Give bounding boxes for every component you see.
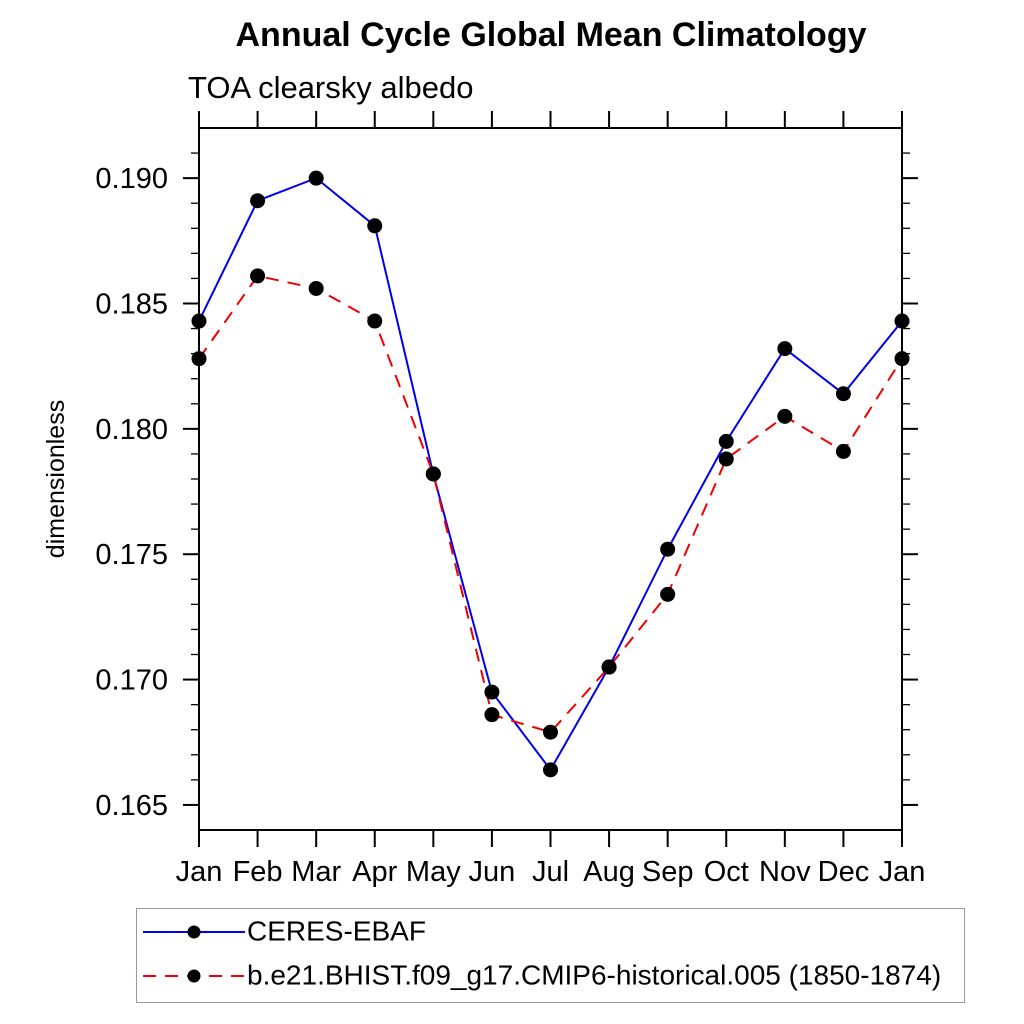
legend-label-1: b.e21.BHIST.f09_g17.CMIP6-historical.005… xyxy=(247,959,942,991)
data-point-marker xyxy=(718,451,734,467)
data-point-marker xyxy=(250,193,266,209)
x-axis-tick-label: Nov xyxy=(759,856,811,888)
series-line-0 xyxy=(198,176,903,772)
data-point-marker xyxy=(484,707,500,723)
legend-line-sample xyxy=(143,925,245,939)
data-point-marker xyxy=(894,313,910,329)
data-point-marker xyxy=(601,659,617,675)
chart-subtitle: TOA clearsky albedo xyxy=(188,70,474,105)
y-axis-tick-label: 0.190 xyxy=(95,163,168,195)
x-axis-tick-label: Sep xyxy=(642,856,694,888)
y-axis-title: dimensionless xyxy=(42,400,70,558)
data-point-marker xyxy=(543,724,558,740)
data-point-marker xyxy=(250,268,266,284)
series-line-1 xyxy=(198,274,903,734)
data-point-marker xyxy=(835,386,851,402)
data-point-marker xyxy=(367,313,383,329)
chart-title: Annual Cycle Global Mean Climatology xyxy=(235,16,867,54)
data-point-marker xyxy=(660,541,676,557)
data-point-marker xyxy=(308,280,324,296)
data-point-marker xyxy=(425,466,441,482)
x-axis-tick-label: Aug xyxy=(583,856,635,888)
y-axis-tick-label: 0.180 xyxy=(95,414,168,446)
data-point-marker xyxy=(835,443,851,459)
x-axis-tick-label: Jun xyxy=(469,856,516,888)
x-axis-tick-label: Dec xyxy=(818,856,870,888)
x-axis-tick-label: May xyxy=(406,856,461,888)
y-axis-tick-label: 0.170 xyxy=(95,665,168,697)
legend-label-0: CERES-EBAF xyxy=(247,915,426,947)
legend-row-1: b.e21.BHIST.f09_g17.CMIP6-historical.005… xyxy=(137,954,964,998)
x-axis-tick-label: Mar xyxy=(291,856,341,888)
y-axis-tick-label: 0.175 xyxy=(95,539,168,571)
x-axis-tick-label: Jul xyxy=(532,856,569,888)
data-point-marker xyxy=(777,341,793,357)
data-point-marker xyxy=(484,684,500,700)
x-axis-tick-label: Feb xyxy=(233,856,283,888)
data-point-marker xyxy=(191,351,207,367)
legend-box: CERES-EBAF b.e21.BHIST.f09_g17.CMIP6-hist… xyxy=(136,908,965,1003)
data-point-marker xyxy=(894,351,910,367)
data-point-marker xyxy=(308,170,324,186)
legend-row-0: CERES-EBAF xyxy=(137,910,964,954)
data-point-marker xyxy=(777,408,793,424)
data-point-marker xyxy=(367,218,383,234)
legend-sample-marker xyxy=(187,925,201,939)
y-axis-tick-label: 0.185 xyxy=(95,289,168,321)
y-axis-tick-label: 0.165 xyxy=(95,790,168,822)
data-point-marker xyxy=(543,762,558,778)
legend-line-sample xyxy=(143,969,245,983)
x-axis-tick-label: Jan xyxy=(879,856,926,888)
data-point-marker xyxy=(660,586,676,602)
data-point-marker xyxy=(191,313,207,329)
legend-sample-marker xyxy=(187,969,201,983)
x-axis-tick-label: Apr xyxy=(352,856,397,888)
data-point-marker xyxy=(718,433,734,449)
plot-frame xyxy=(198,127,903,831)
x-axis-tick-label: Jan xyxy=(176,856,223,888)
x-axis-tick-label: Oct xyxy=(704,856,749,888)
